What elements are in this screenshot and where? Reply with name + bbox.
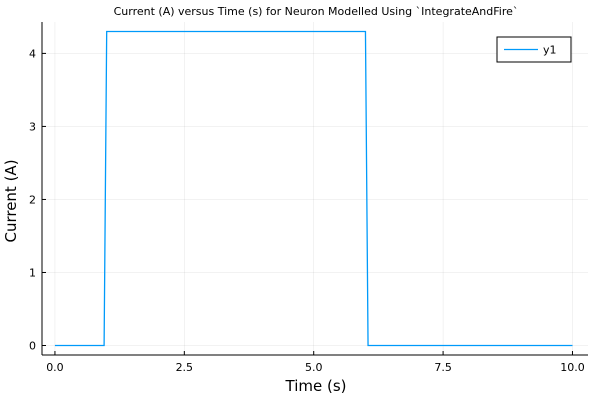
- x-tick-label: 10.0: [560, 361, 585, 374]
- grid: [42, 22, 588, 355]
- y-tick-label: 1: [29, 266, 36, 279]
- x-tick-label: 7.5: [434, 361, 452, 374]
- y-tick-label: 0: [29, 340, 36, 353]
- y-axis-label: Current (A): [2, 159, 20, 242]
- chart-title: Current (A) versus Time (s) for Neuron M…: [114, 5, 519, 18]
- y-tick-label: 4: [29, 47, 36, 60]
- x-axis-label: Time (s): [285, 377, 347, 395]
- x-tick-label: 2.5: [176, 361, 194, 374]
- legend-label: y1: [543, 44, 557, 57]
- legend: y1: [496, 36, 572, 63]
- y-tick-label: 3: [29, 120, 36, 133]
- x-tick-label: 5.0: [305, 361, 323, 374]
- axes: [41, 22, 588, 356]
- y-tick-label: 2: [29, 193, 36, 206]
- series-group: [54, 30, 573, 347]
- x-axis-ticks: 0.0 2.5 5.0 7.5 10.0: [46, 351, 585, 374]
- series-line: [54, 30, 573, 347]
- y-axis-ticks: 0 1 2 3 4: [29, 47, 46, 353]
- x-tick-label: 0.0: [46, 361, 64, 374]
